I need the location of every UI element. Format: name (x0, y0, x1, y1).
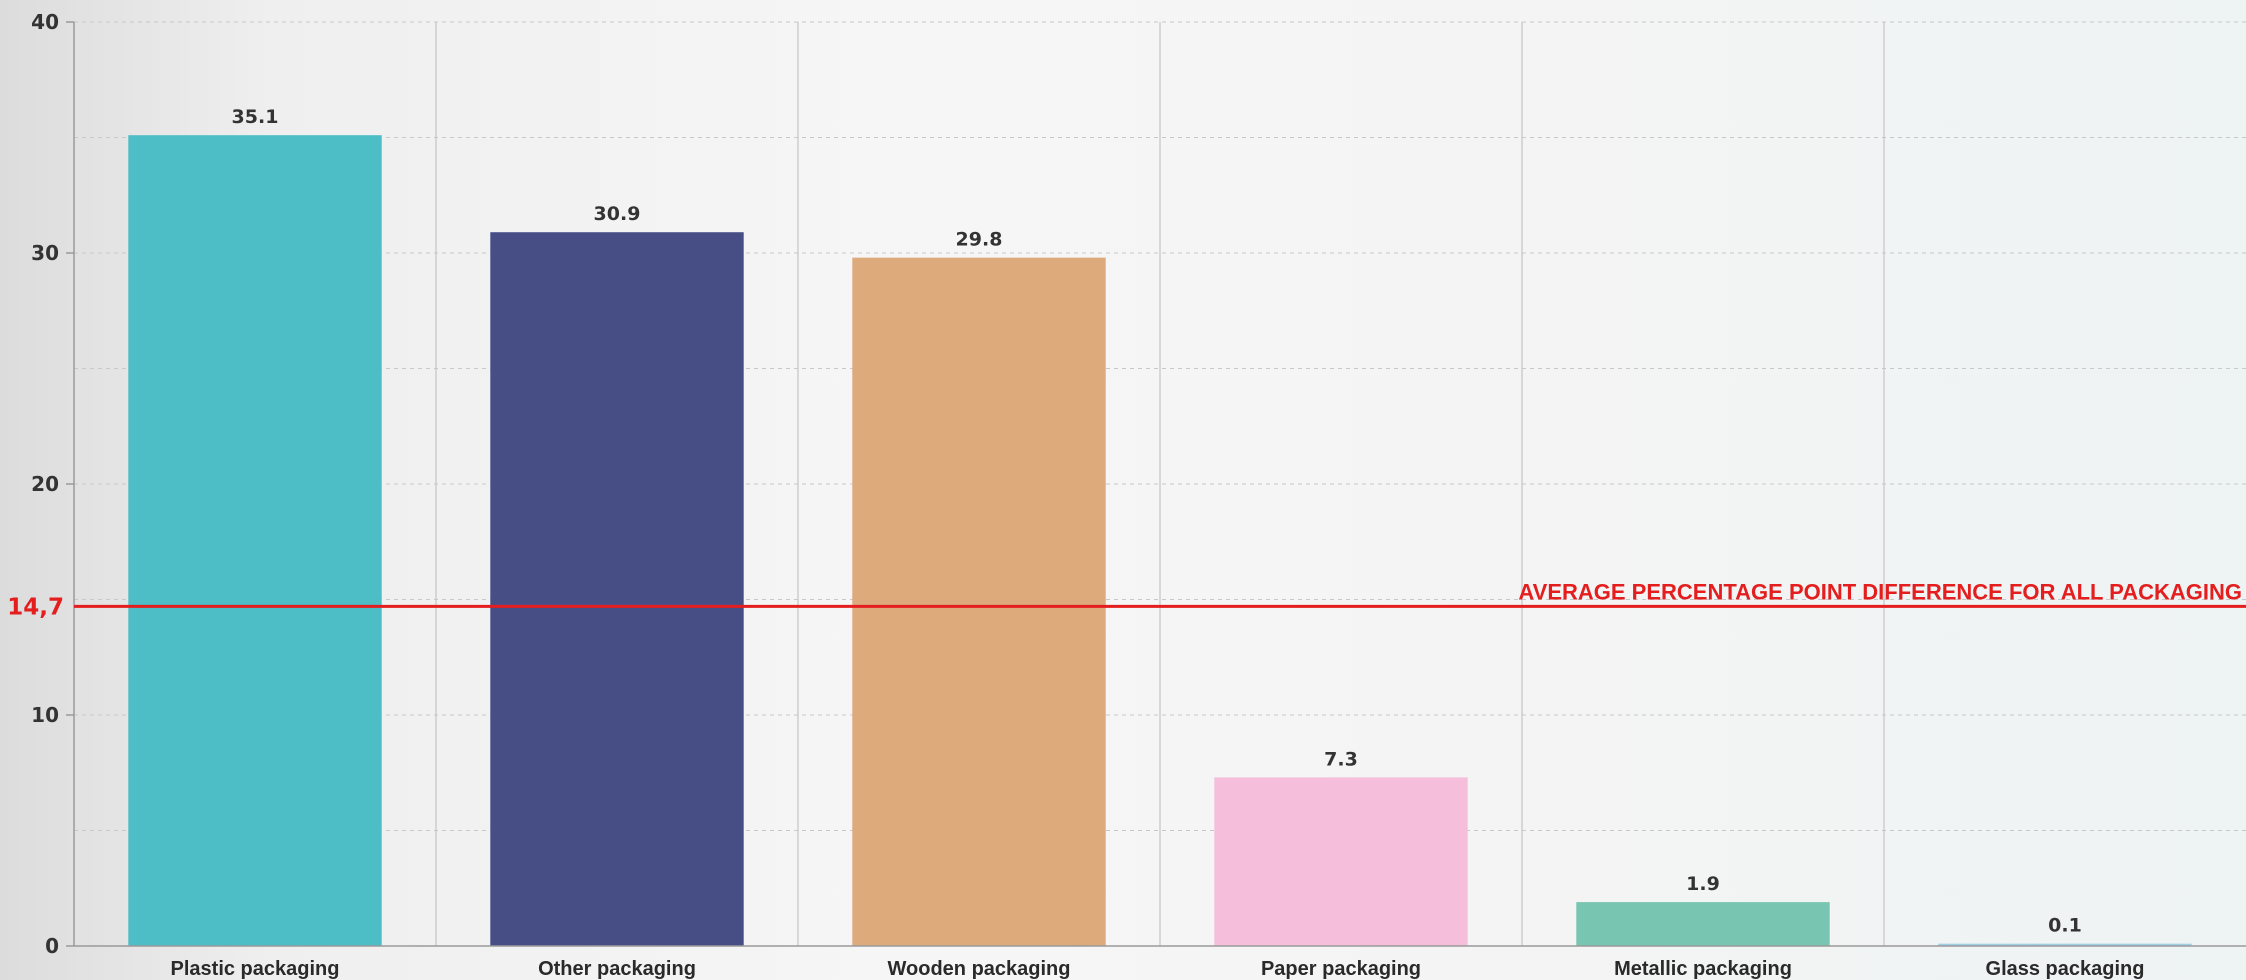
average-reference-value: 14,7 (7, 594, 64, 620)
category-labels: Plastic packaging Other packaging Wooden p… (171, 958, 2145, 980)
y-tick-label: 30 (31, 241, 59, 265)
bar-value-label: 35.1 (232, 106, 279, 128)
bar-value-label: 29.8 (956, 229, 1003, 251)
category-label: Metallic packaging (1614, 958, 1792, 980)
bars (128, 135, 2192, 946)
bar (852, 257, 1106, 946)
bar (128, 135, 382, 946)
bar-value-label: 30.9 (594, 203, 641, 225)
y-tick-label: 20 (31, 472, 59, 496)
bar-value-label: 1.9 (1686, 873, 1720, 895)
average-reference-label: AVERAGE PERCENTAGE POINT DIFFERENCE FOR … (1518, 579, 2242, 604)
bar-value-label: 0.1 (2048, 915, 2082, 937)
average-reference: AVERAGE PERCENTAGE POINT DIFFERENCE FOR … (7, 579, 2246, 620)
category-label: Paper packaging (1261, 958, 1421, 980)
category-label: Plastic packaging (171, 958, 340, 980)
bar (490, 232, 744, 946)
category-label: Other packaging (538, 958, 696, 980)
category-separators (435, 22, 1885, 946)
y-tick-label: 10 (31, 703, 59, 727)
bar (1938, 943, 2192, 946)
bar-value-label: 7.3 (1324, 748, 1358, 770)
y-tick-label: 40 (31, 10, 59, 34)
bar (1214, 777, 1468, 946)
value-labels: 35.1 30.9 29.8 7.3 1.9 0.1 (232, 106, 2082, 937)
y-axis-ticks: 0 10 20 30 40 (31, 10, 74, 958)
category-label: Wooden packaging (888, 958, 1071, 980)
category-label: Glass packaging (1986, 958, 2145, 980)
bar (1576, 902, 1830, 946)
y-tick-label: 0 (45, 934, 59, 958)
